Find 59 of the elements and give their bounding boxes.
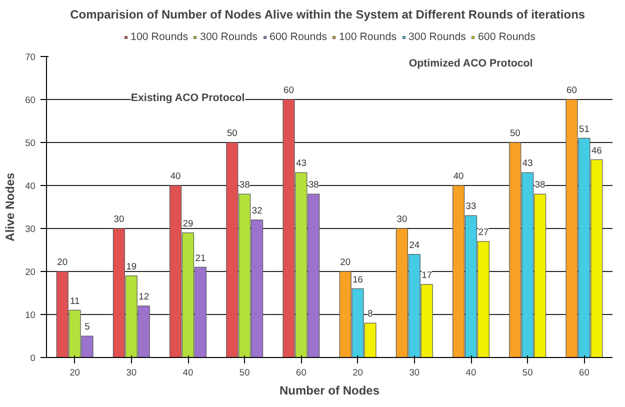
data-label: 17 [422, 270, 432, 280]
data-label: 30 [114, 214, 124, 224]
legend-label: 600 Rounds [478, 31, 536, 43]
chart-title: Comparision of Number of Nodes Alive within the System at Different Rounds of iterations [70, 8, 586, 22]
y-axis-title: Alive Nodes [3, 172, 18, 242]
y-tick-label: 30 [25, 224, 36, 234]
x-tick-label: 30 [409, 368, 420, 378]
data-label: 38 [534, 180, 546, 190]
data-label: 46 [591, 145, 602, 156]
data-label: 38 [308, 180, 319, 190]
data-label: 38 [239, 180, 250, 190]
data-label: 16 [352, 274, 364, 284]
data-label: 20 [57, 257, 68, 268]
legend-label: 300 Rounds [200, 31, 258, 43]
x-axis-title: Number of Nodes [279, 384, 380, 398]
y-tick-label: 70 [25, 52, 36, 62]
data-label: 20 [340, 257, 351, 268]
x-tick-label: 50 [239, 368, 250, 378]
data-label: 43 [522, 158, 533, 168]
data-label: 50 [510, 128, 520, 138]
data-label: 24 [409, 240, 420, 250]
y-tick-label: 10 [25, 310, 36, 320]
data-label: 40 [453, 171, 464, 182]
data-label: 12 [138, 291, 150, 302]
x-tick-label: 40 [182, 368, 194, 378]
data-label: 60 [566, 85, 577, 96]
data-label: 8 [368, 308, 373, 319]
annotation: Optimized ACO Protocol [408, 57, 533, 70]
legend-label: 100 Rounds [130, 31, 188, 43]
legend-label: 600 Rounds [270, 31, 327, 43]
x-tick-label: 50 [522, 368, 533, 378]
data-label: 43 [296, 158, 306, 168]
legend-label: 300 Rounds [408, 31, 466, 43]
y-tick-label: 50 [25, 138, 36, 148]
data-label: 27 [478, 226, 489, 237]
data-label: 30 [396, 214, 408, 224]
x-tick-label: 60 [579, 368, 590, 378]
data-label: 5 [84, 322, 90, 332]
data-label: 21 [195, 252, 206, 263]
x-tick-label: 60 [296, 368, 306, 378]
x-tick-label: 20 [352, 368, 364, 378]
annotation: Existing ACO Protocol [130, 92, 245, 104]
y-tick-label: 20 [25, 267, 36, 277]
data-label: 32 [252, 205, 262, 216]
data-label: 51 [579, 124, 590, 134]
y-tick-label: 40 [25, 181, 36, 191]
data-label: 19 [126, 261, 137, 272]
x-tick-label: 40 [466, 368, 476, 378]
y-tick-label: 60 [25, 95, 36, 105]
y-tick-label: 0 [30, 353, 36, 363]
x-tick-label: 30 [126, 368, 137, 378]
data-label: 29 [182, 218, 194, 228]
data-label: 40 [170, 171, 181, 182]
data-label: 60 [284, 85, 294, 96]
legend-label: 100 Rounds [339, 31, 396, 43]
data-label: 33 [466, 201, 476, 212]
data-label: 11 [70, 296, 80, 306]
data-label: 50 [226, 128, 238, 138]
x-tick-label: 20 [70, 368, 80, 378]
